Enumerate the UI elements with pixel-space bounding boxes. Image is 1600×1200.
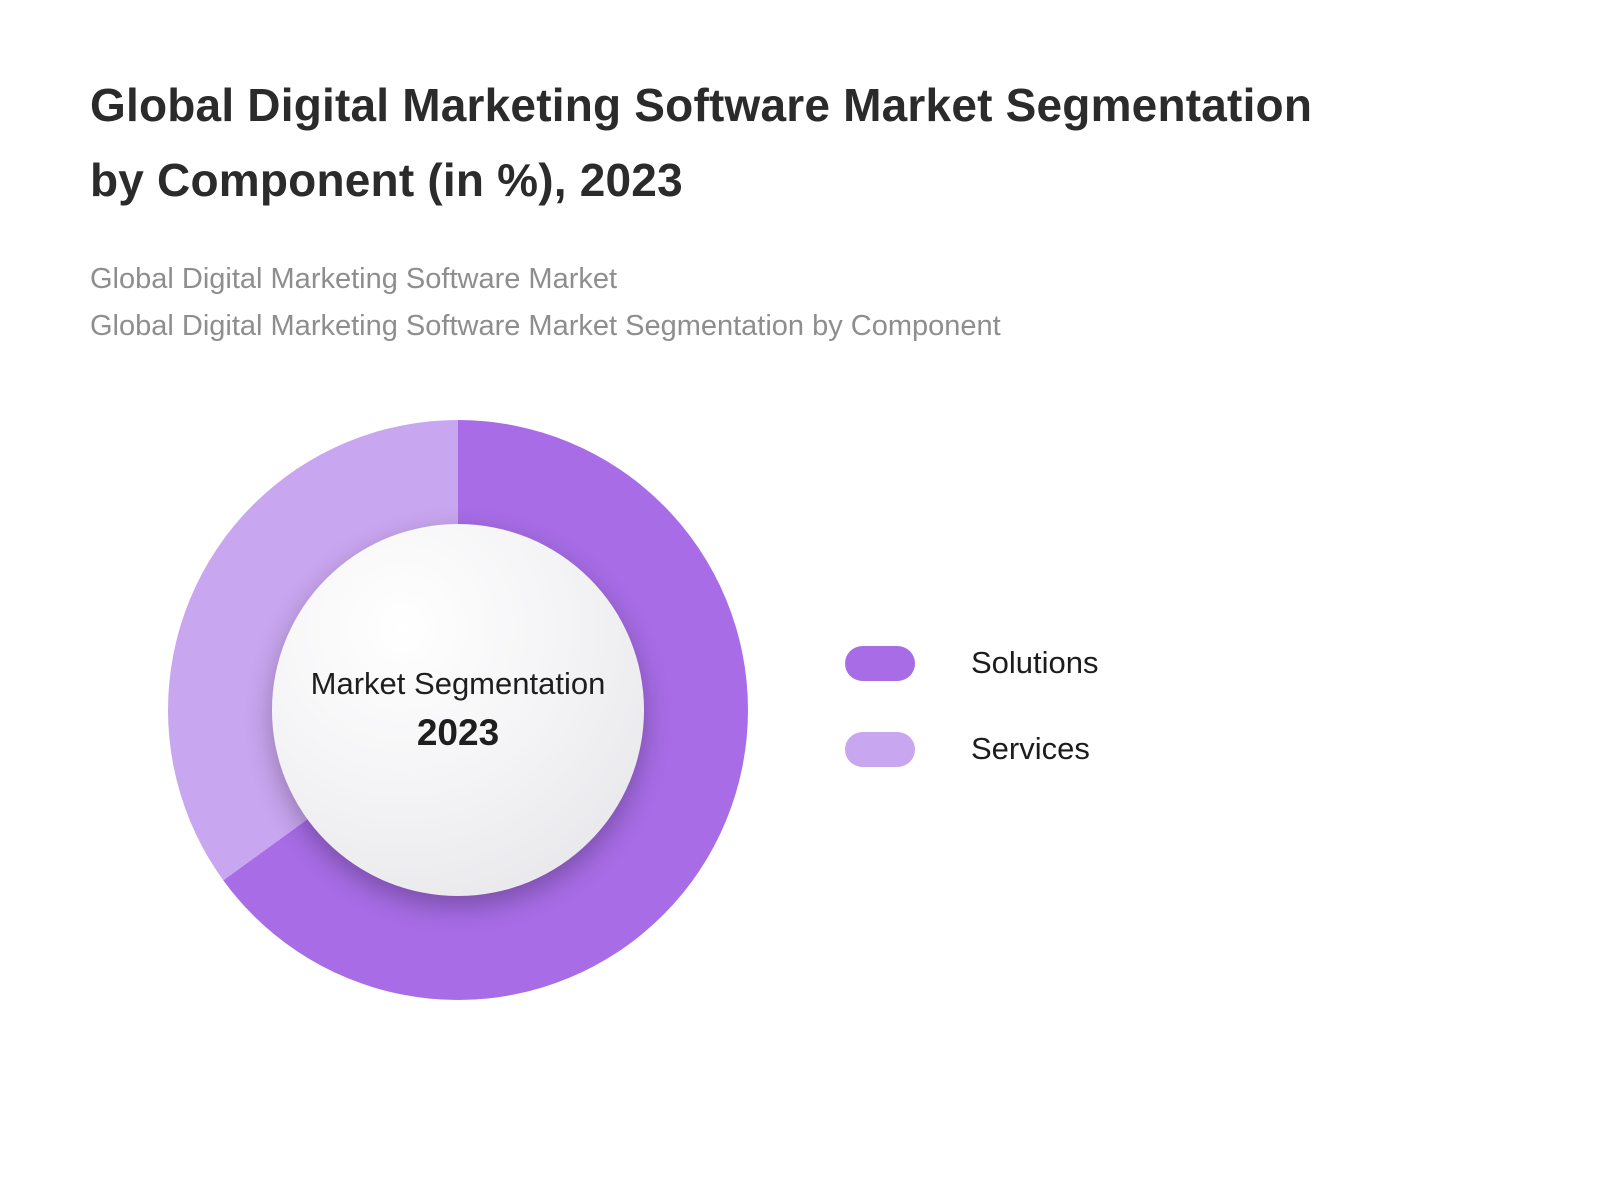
- chart-title: Global Digital Marketing Software Market…: [90, 68, 1490, 217]
- donut-center-year: 2023: [416, 712, 500, 753]
- legend-item-solutions: Solutions: [845, 645, 1099, 681]
- chart-title-line-1: Global Digital Marketing Software Market…: [90, 79, 1313, 131]
- legend-swatch-services: [845, 731, 915, 767]
- legend-label-services: Services: [971, 731, 1090, 766]
- legend-swatch-solutions: [845, 645, 915, 681]
- donut-center: Market Segmentation 2023: [272, 524, 644, 896]
- subtitle-line-1: Global Digital Marketing Software Market: [90, 263, 618, 295]
- chart-title-line-2: by Component (in %), 2023: [90, 153, 683, 206]
- chart-legend: Solutions Services: [845, 645, 1099, 767]
- chart-subtitles: Global Digital Marketing Software Market…: [90, 256, 1490, 350]
- donut-center-label: Market Segmentation: [310, 666, 606, 701]
- legend-label-solutions: Solutions: [971, 645, 1099, 680]
- subtitle-line-2: Global Digital Marketing Software Market…: [90, 309, 1001, 342]
- donut-chart: Market Segmentation 2023: [168, 420, 748, 1000]
- legend-item-services: Services: [845, 731, 1099, 767]
- chart-area: Market Segmentation 2023 Solutions Servi…: [0, 400, 1600, 1040]
